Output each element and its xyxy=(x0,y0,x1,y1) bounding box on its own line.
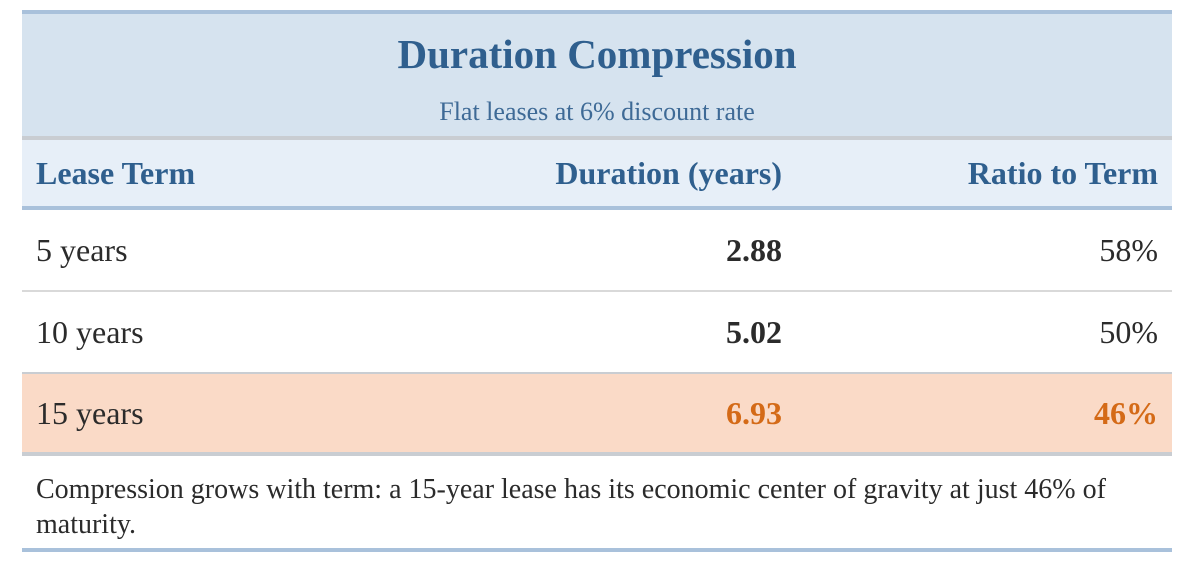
table-subtitle: Flat leases at 6% discount rate xyxy=(439,97,755,126)
cell-duration: 6.93 xyxy=(726,394,782,431)
table-row: 5 years 2.88 58% xyxy=(22,210,1172,292)
cell-ratio: 46% xyxy=(1094,394,1158,431)
header-row: Lease Term Duration (years) Ratio to Ter… xyxy=(22,136,1172,210)
cell-term: 15 years xyxy=(36,394,144,431)
header-duration: Duration (years) xyxy=(555,154,782,191)
cell-ratio: 58% xyxy=(1099,231,1158,268)
table-row: 10 years 5.02 50% xyxy=(22,292,1172,374)
table-title: Duration Compression xyxy=(397,31,797,77)
cell-duration: 2.88 xyxy=(726,231,782,268)
cell-duration: 5.02 xyxy=(726,313,782,350)
header-ratio: Ratio to Term xyxy=(967,154,1158,191)
duration-table: Duration Compression Flat leases at 6% d… xyxy=(22,10,1172,552)
cell-ratio: 50% xyxy=(1099,313,1158,350)
header-lease-term: Lease Term xyxy=(36,154,196,191)
table-row-highlighted: 15 years 6.93 46% xyxy=(22,374,1172,456)
title-band: Duration Compression Flat leases at 6% d… xyxy=(22,10,1172,136)
table-footnote: Compression grows with term: a 15-year l… xyxy=(22,456,1172,552)
cell-term: 10 years xyxy=(36,313,144,350)
cell-term: 5 years xyxy=(36,231,128,268)
